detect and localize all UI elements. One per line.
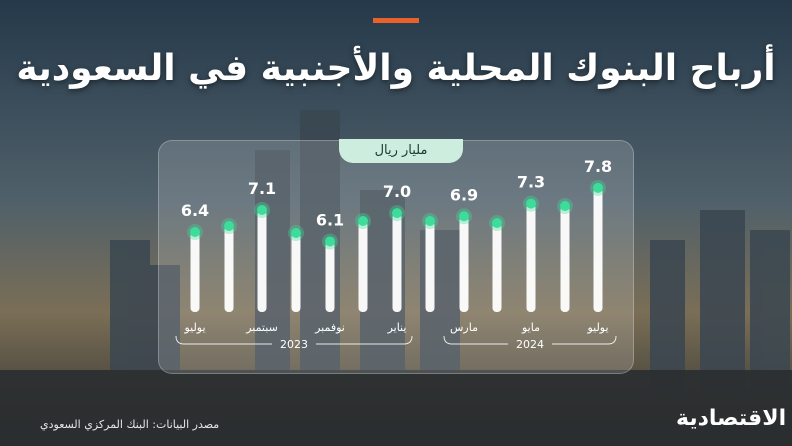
data-label: 7.1 xyxy=(248,179,276,198)
bar-marker xyxy=(560,201,570,211)
bar-marker xyxy=(492,218,502,228)
bar-marker xyxy=(257,204,267,215)
x-tick-label: يوليو xyxy=(183,321,205,334)
year-bracket xyxy=(175,335,413,345)
page-title: أرباح البنوك المحلية والأجنبية في السعود… xyxy=(16,48,776,89)
x-tick-label: يناير xyxy=(387,321,407,334)
bar xyxy=(560,206,570,312)
data-label: 7.3 xyxy=(517,173,545,192)
bar-marker xyxy=(325,236,335,247)
data-label: 6.9 xyxy=(450,185,478,204)
data-label: 6.4 xyxy=(181,201,209,220)
x-tick-label: يوليو xyxy=(586,321,608,334)
bar-marker xyxy=(224,221,234,231)
bar-marker xyxy=(459,211,469,222)
title-accent-bar xyxy=(373,18,419,23)
bar xyxy=(593,187,603,312)
bar xyxy=(190,232,200,312)
bar-marker xyxy=(291,228,301,238)
bar xyxy=(392,213,402,312)
data-label: 6.1 xyxy=(316,210,344,229)
bar-marker xyxy=(358,216,368,226)
data-label: 7.8 xyxy=(584,157,612,176)
publisher-logo: الاقتصادية xyxy=(676,406,787,431)
x-tick-label: مارس xyxy=(450,321,478,334)
bar-marker xyxy=(593,182,603,193)
x-tick-label: سبتمبر xyxy=(245,321,278,334)
bar xyxy=(257,209,267,312)
bar-marker xyxy=(425,216,435,226)
bar xyxy=(358,221,368,312)
source-note: مصدر البيانات: البنك المركزي السعودي xyxy=(40,418,220,431)
bar-marker xyxy=(526,198,536,209)
bar xyxy=(325,241,335,312)
x-tick-label: مايو xyxy=(521,321,540,334)
year-label: 2024 xyxy=(516,338,544,351)
bar xyxy=(291,233,301,312)
x-tick-label: نوفمبر xyxy=(314,321,345,334)
year-bracket xyxy=(443,335,617,345)
bar xyxy=(459,216,469,312)
bar xyxy=(425,221,435,312)
bar xyxy=(492,223,502,312)
year-label: 2023 xyxy=(280,338,308,351)
bar-marker xyxy=(392,208,402,219)
bar xyxy=(526,203,536,312)
unit-label: مليار ريال xyxy=(339,139,463,163)
bar-marker xyxy=(190,227,200,237)
bar xyxy=(224,226,234,312)
data-label: 7.0 xyxy=(383,182,411,201)
